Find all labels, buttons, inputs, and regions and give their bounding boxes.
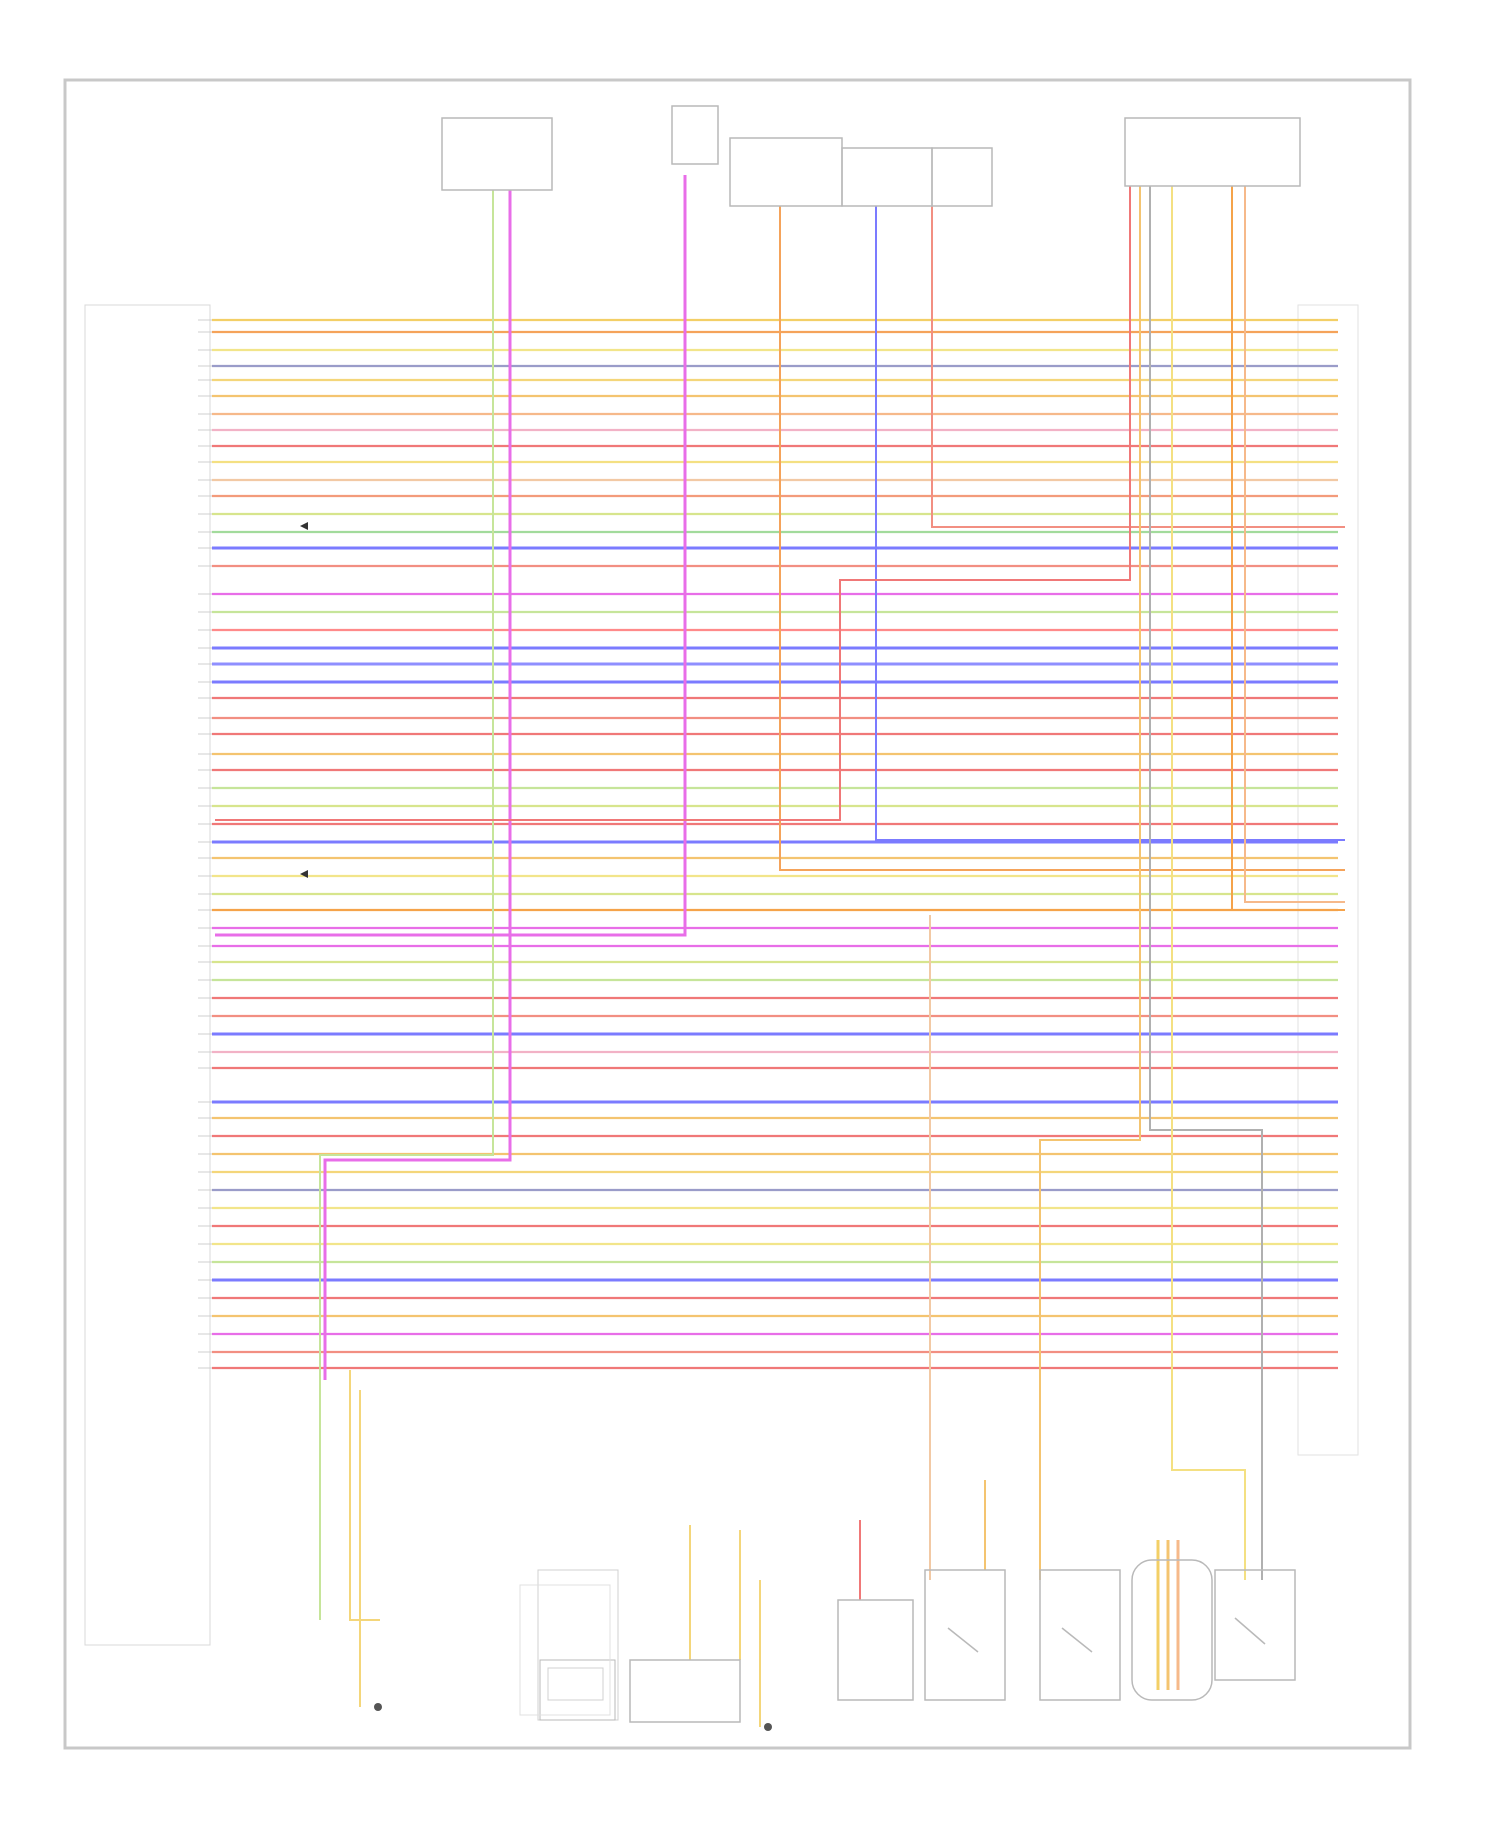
bottom-component-6 <box>1131 1559 1213 1701</box>
component-box <box>1039 1569 1121 1701</box>
component-box <box>629 1659 741 1723</box>
wire-vertical <box>215 186 1131 821</box>
note-arrow-icon <box>300 522 308 530</box>
wire-vertical <box>779 206 1345 871</box>
switch-contact <box>1234 1617 1266 1645</box>
wire-vertical <box>1231 186 1345 911</box>
bottom-module-inner <box>547 1667 604 1701</box>
vertical-wire-group <box>215 175 1345 1727</box>
bottom-component-4 <box>924 1569 1006 1701</box>
note-1 <box>300 522 308 530</box>
component-box <box>441 117 553 191</box>
top-component-6 <box>1124 117 1301 187</box>
wire-vertical <box>1171 186 1246 1580</box>
bottom-component-7 <box>1214 1569 1296 1681</box>
component-box <box>1214 1569 1296 1681</box>
wire-vertical <box>319 190 494 1620</box>
wire-vertical <box>349 1370 380 1621</box>
wire-vertical <box>931 206 1345 528</box>
diagram-frame <box>63 78 1412 1750</box>
right-connector-body <box>1297 304 1359 1456</box>
bottom-component-5 <box>1039 1569 1121 1701</box>
note-2 <box>300 870 308 878</box>
component-box <box>837 1599 914 1701</box>
switch-contact <box>947 1627 979 1653</box>
component-box <box>1131 1559 1213 1701</box>
wire-vertical <box>875 206 1345 841</box>
switch-contact <box>1061 1627 1093 1653</box>
left-connector-body <box>84 304 211 1646</box>
bottom-module-outline <box>519 1584 611 1716</box>
component-box <box>1124 117 1301 187</box>
wire-vertical <box>323 190 512 1380</box>
wire-vertical <box>215 175 687 937</box>
ground-point <box>764 1723 772 1731</box>
bottom-component-2 <box>629 1659 741 1723</box>
ground-2 <box>764 1723 772 1731</box>
ground-point <box>374 1703 382 1711</box>
component-box <box>931 147 993 207</box>
wire-vertical <box>1149 186 1263 1580</box>
top-component-1 <box>441 117 553 191</box>
component-box <box>924 1569 1006 1701</box>
note-arrow-icon <box>300 870 308 878</box>
component-box <box>671 105 719 165</box>
wire-vertical <box>1039 186 1141 1580</box>
top-component-2 <box>671 105 719 165</box>
bottom-component-1 <box>537 1569 619 1721</box>
component-inner <box>539 1659 616 1721</box>
wire-vertical <box>1244 186 1345 903</box>
ground-1 <box>374 1703 382 1711</box>
bottom-component-3 <box>837 1599 914 1701</box>
top-component-5 <box>931 147 993 207</box>
